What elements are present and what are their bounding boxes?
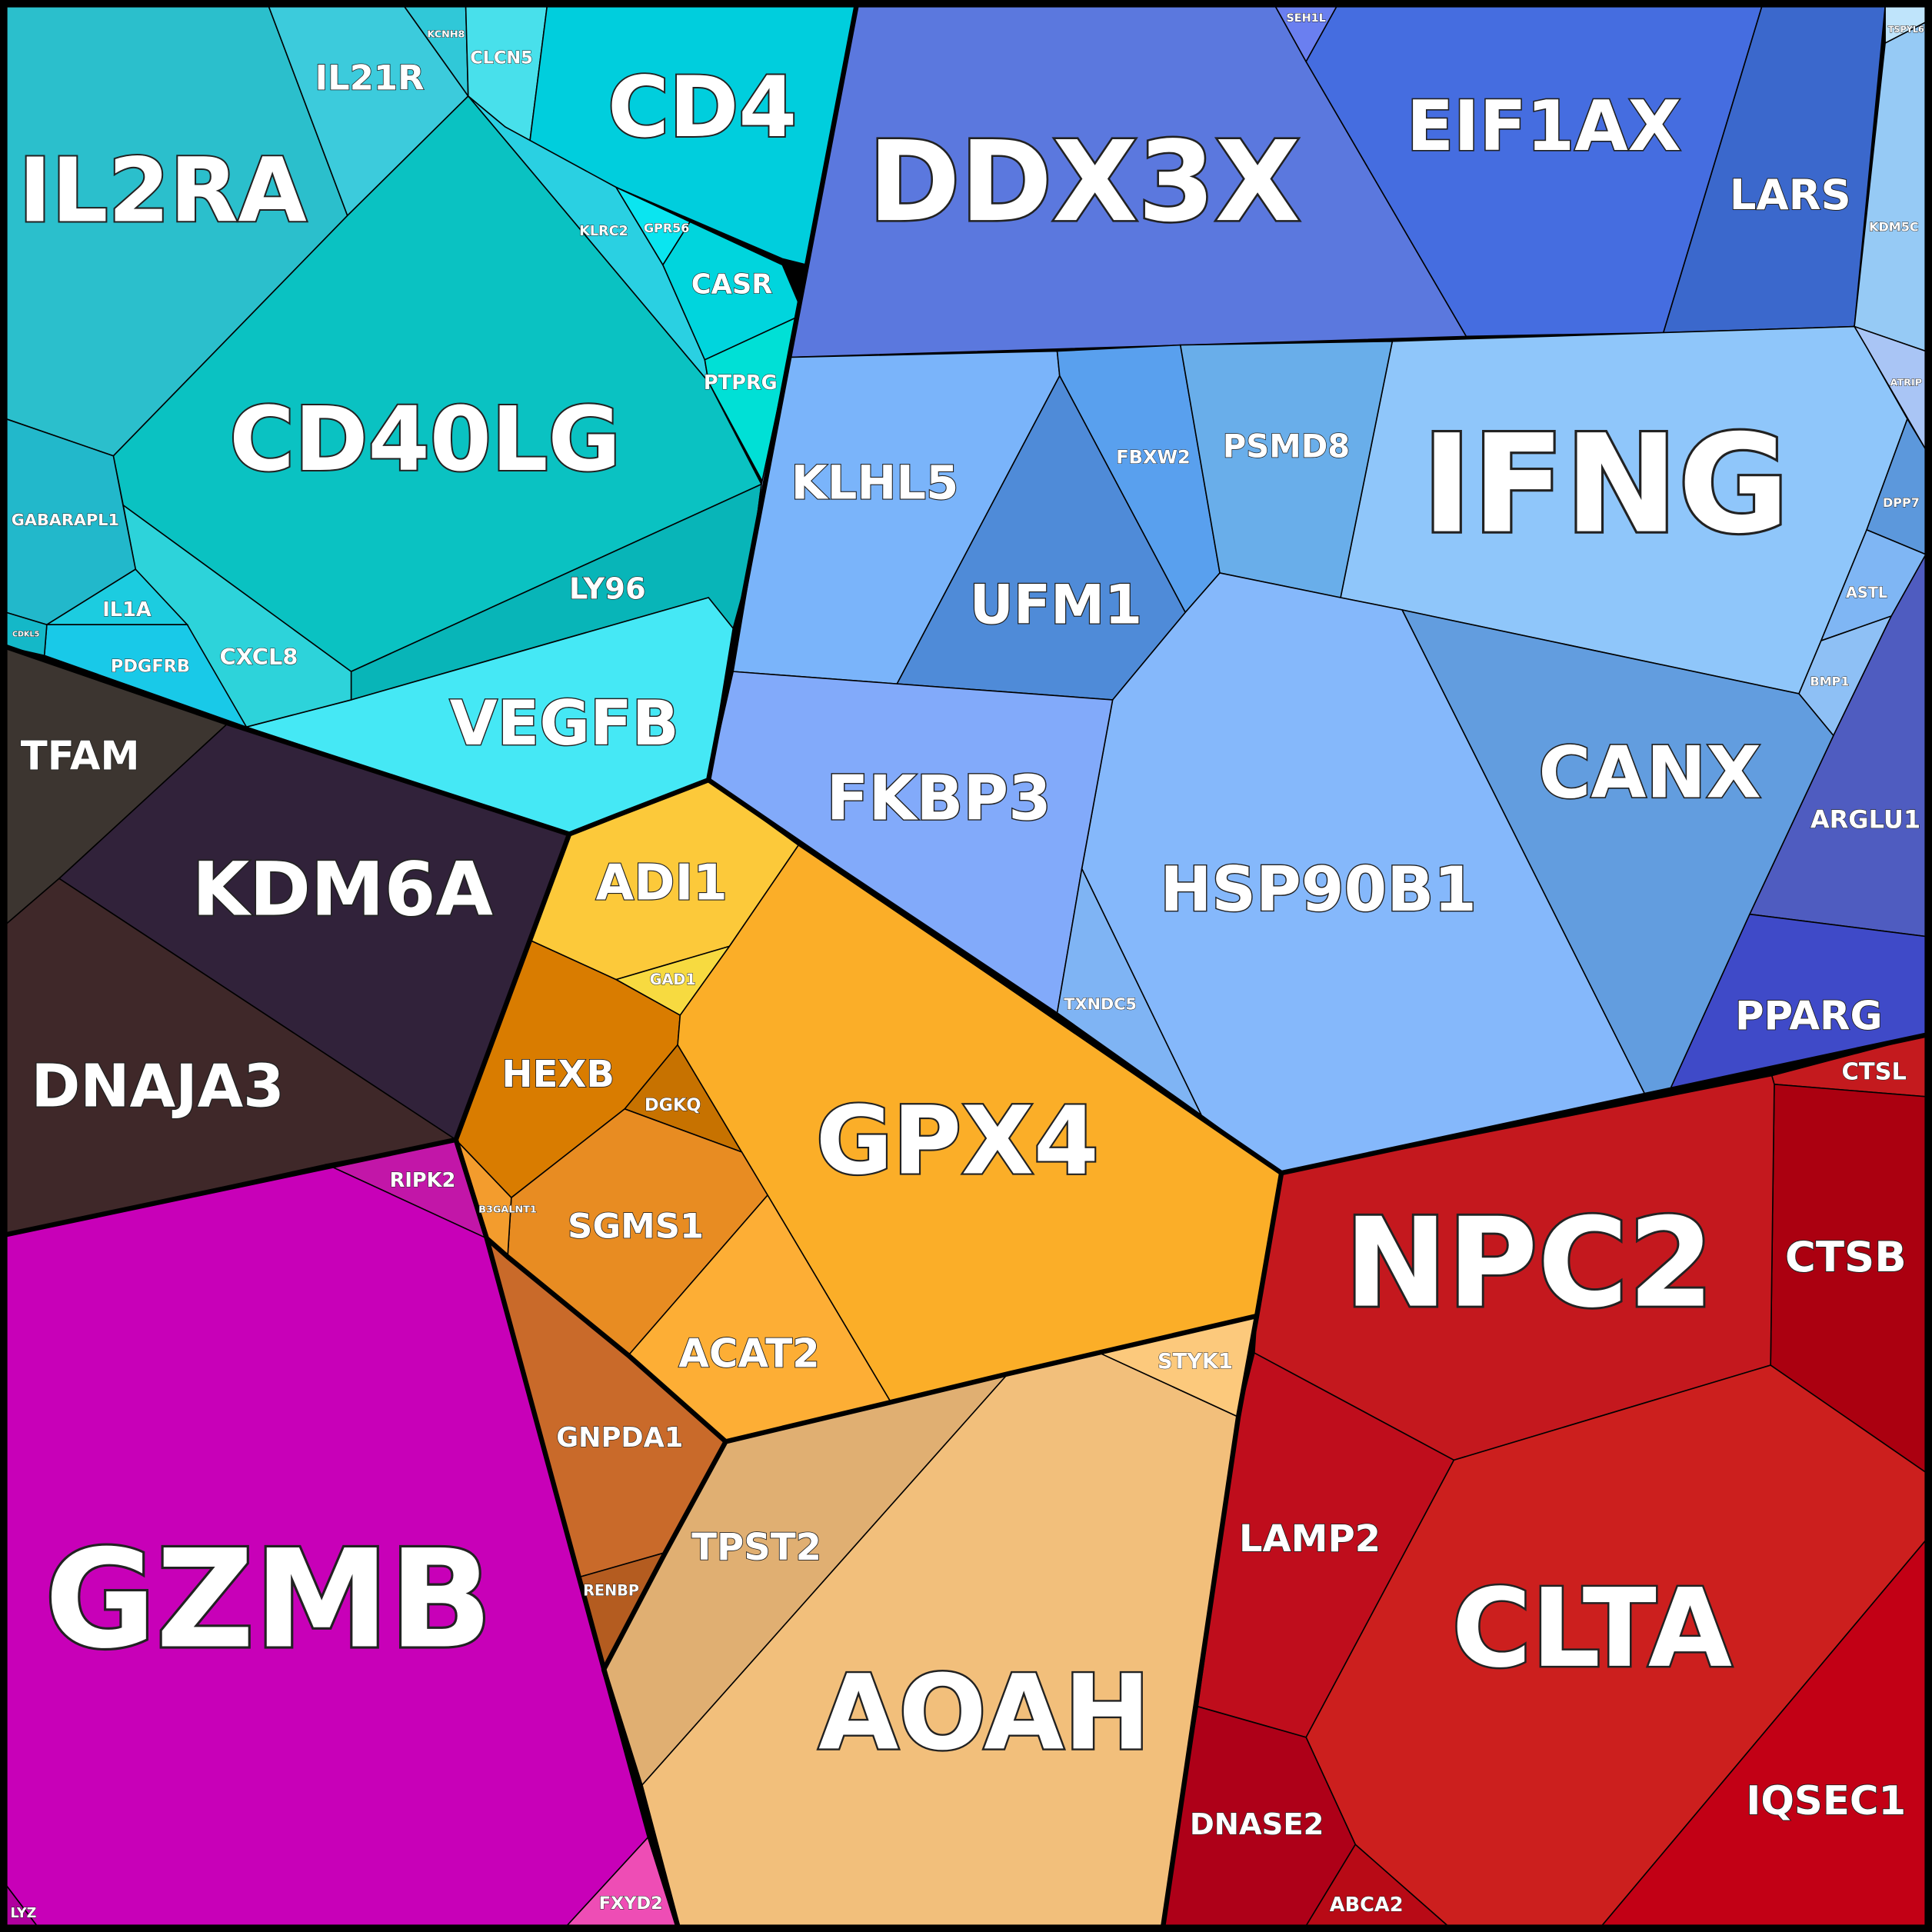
cell-label: GPR56 [644,221,690,235]
cell-label: FXYD2 [599,1894,663,1914]
cell-label: HEXB [501,1053,615,1096]
group-border [1161,1172,1284,1927]
cell-label: CASR [691,269,773,301]
cell-label: KLRC2 [579,224,628,239]
cell-label: BMP1 [1810,674,1850,688]
cell-label: DPP7 [1883,495,1920,510]
cell-label: CXCL8 [219,644,298,670]
cell-label: TSPYL6 [1888,25,1924,35]
cell-label: GZMB [45,1520,492,1678]
cell-label: STYK1 [1158,1350,1233,1374]
cell-label: B3GALNT1 [478,1204,537,1216]
cell-label: LARS [1730,170,1851,219]
cell-label: AOAH [818,1652,1151,1773]
cell-label: CTSB [1785,1232,1907,1281]
cell-label: ADI1 [596,855,728,912]
cell-label: IFNG [1421,405,1789,564]
cell-label: HSP90B1 [1160,854,1477,925]
cell-label: CLTA [1452,1566,1732,1692]
cell-label: KDM6A [192,847,493,933]
cell-label: ACAT2 [678,1331,820,1377]
cell-label: KDM5C [1869,219,1919,234]
cell-label: EIF1AX [1407,87,1681,167]
cell-label: FBXW2 [1116,446,1190,468]
cell-label: LAMP2 [1239,1517,1381,1561]
cell-label: DGKQ [645,1095,701,1115]
cell-label: ASTL [1846,584,1887,601]
cell-label: CDKL5 [12,631,40,639]
cell-label: RENBP [583,1582,639,1600]
cell-label: UFM1 [970,574,1143,637]
cell-label: CLCN5 [470,48,533,68]
cell-label: DDX3X [868,118,1301,247]
group-borders [5,5,1927,1927]
cell-label: SEH1L [1286,12,1325,25]
cell-label: IL2RA [18,139,307,242]
cell-label: SGMS1 [568,1206,704,1247]
cell-label: DNASE2 [1190,1807,1324,1842]
cell-label: ARGLU1 [1810,804,1920,834]
cell [1056,866,1202,1116]
cell-label: IQSEC1 [1746,1778,1906,1824]
cell-label: TXNDC5 [1064,995,1137,1014]
cell-label: VEGFB [450,688,679,759]
cell-label: TPST2 [691,1526,821,1569]
group-border [485,1236,728,1444]
group-border [5,5,859,837]
cell-label: FKBP3 [827,763,1051,834]
cell-label: RIPK2 [390,1169,456,1192]
cell-label: NPC2 [1344,1191,1714,1335]
cell-label: GPX4 [816,1086,1099,1195]
cell-label: ATRIP [1890,378,1923,389]
cell-label: IL1A [102,598,152,621]
cell-label: ABCA2 [1330,1894,1404,1917]
cell-label: PTPRG [704,371,778,395]
cell-label: KLHL5 [791,456,958,511]
cell-label: LY96 [569,571,646,606]
cell-label: GAD1 [650,971,696,988]
cell-label: CTSL [1842,1058,1907,1085]
cell-label: CANX [1538,731,1760,814]
cell-label: IL21R [315,57,425,98]
cell [661,221,804,361]
cell-label: PDGFRB [111,657,190,677]
cell-label: CD40LG [229,388,621,491]
cell-label: KCNH8 [427,28,465,40]
cells [5,5,1927,1927]
cell-label: PSMD8 [1223,427,1351,465]
group-border [601,1313,1257,1927]
cell-label: GNPDA1 [556,1422,683,1454]
cell-label: DNAJA3 [31,1053,284,1121]
cell-label: TFAM [21,734,140,780]
cell-label: LYZ [10,1906,36,1921]
cell-label: PPARG [1735,994,1883,1040]
cell-label: GABARAPL1 [12,511,119,529]
cell-label: CD4 [608,58,797,156]
group-border [5,833,572,1237]
